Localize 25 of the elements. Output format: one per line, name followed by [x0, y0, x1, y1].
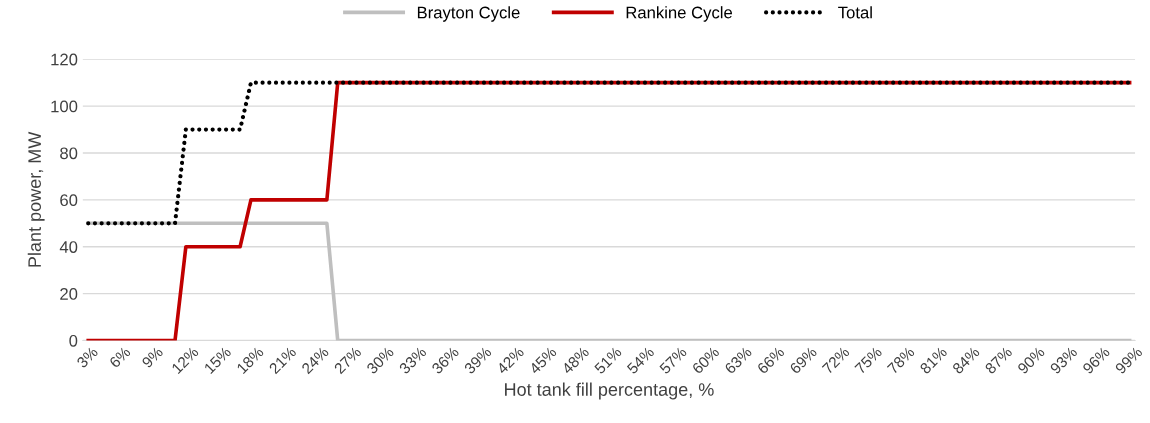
legend-label: Rankine Cycle: [626, 6, 733, 22]
y-axis-title: Plant power, MW: [27, 131, 45, 267]
y-tick-label: 0: [69, 334, 78, 347]
x-tick-label: 9%: [141, 346, 164, 369]
legend-label: Total: [838, 6, 872, 19]
x-tick-label: 3%: [76, 346, 99, 369]
y-tick-label: 100: [51, 100, 78, 113]
x-tick-label: 42%: [495, 346, 525, 375]
x-tick-label: 60%: [691, 346, 720, 375]
x-tick-label: 72%: [821, 346, 851, 375]
x-tick-label: 48%: [561, 346, 590, 375]
x-tick-label: 75%: [854, 346, 883, 375]
y-tick-label: 80: [60, 147, 78, 160]
y-tick-label: 60: [60, 194, 78, 207]
y-tick-label: 40: [59, 241, 78, 253]
x-tick-label: 69%: [789, 346, 818, 375]
y-tick-label: 20: [60, 288, 78, 300]
y-tick-label: 120: [51, 53, 78, 66]
legend-label: Brayton Cycle: [417, 6, 520, 22]
x-tick-label: 63%: [724, 346, 753, 375]
x-tick-label: 66%: [756, 346, 785, 375]
x-tick-label: 45%: [528, 346, 558, 375]
x-tick-label: 6%: [108, 346, 132, 369]
x-axis-title: Hot tank fill percentage, %: [505, 382, 714, 400]
x-tick-label: 78%: [886, 346, 916, 375]
